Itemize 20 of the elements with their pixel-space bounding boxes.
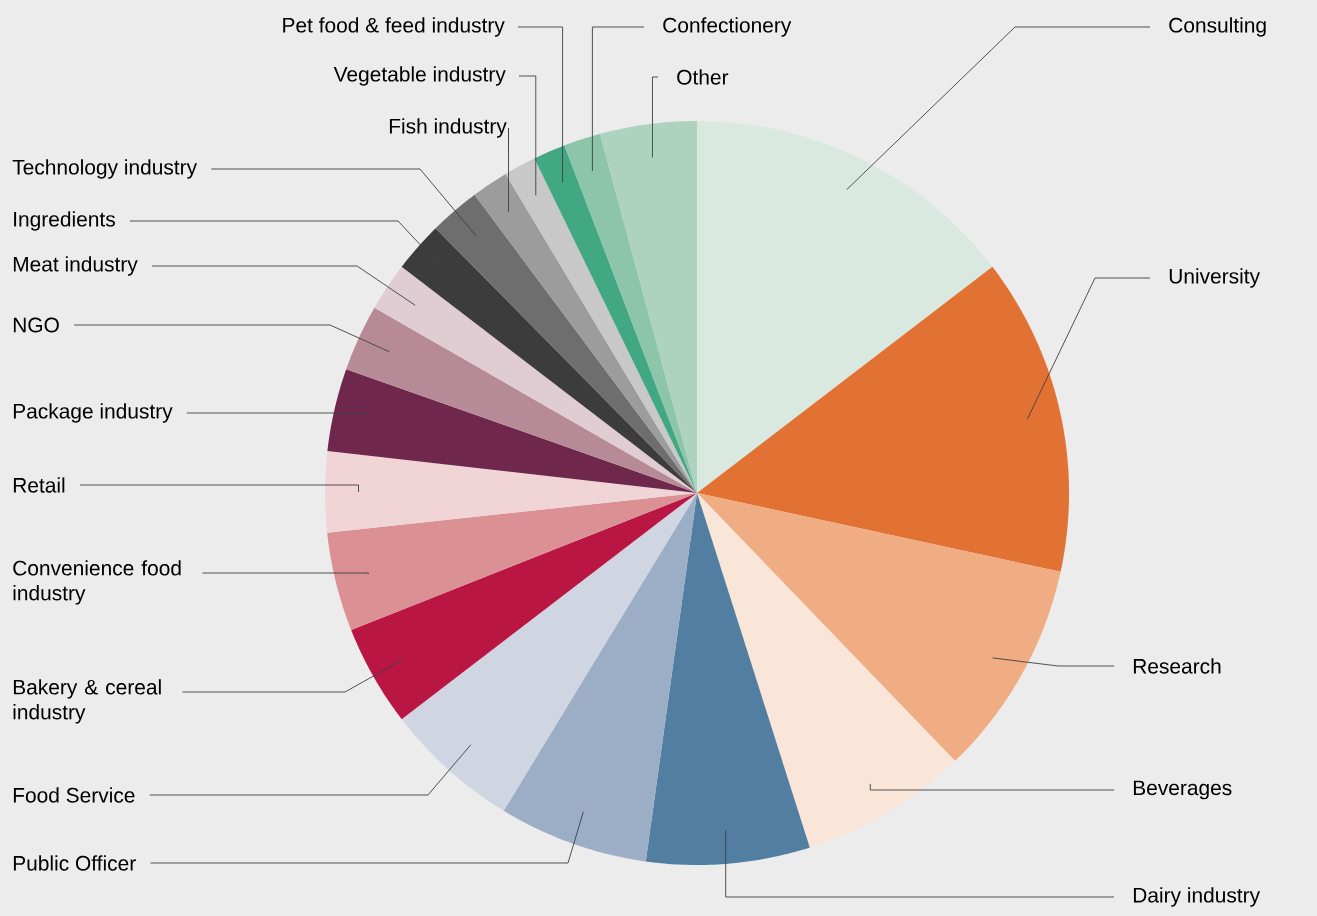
slice-label: Public Officer	[13, 855, 136, 871]
slice-label: Fish industry	[389, 118, 507, 138]
slice-label: Research	[1133, 658, 1221, 674]
slice-label: Vegetable industry	[333, 66, 506, 86]
slice-label: Food Service	[13, 787, 135, 803]
slice-label: NGO	[13, 317, 59, 333]
slice-label: Dairy industry	[1133, 887, 1261, 907]
slice-label: Ingredients	[14, 211, 115, 231]
slice-label: Retail	[13, 477, 65, 493]
slice-label: Beverages	[1133, 780, 1232, 800]
slice-label: University	[1169, 268, 1260, 288]
slice-label: Pet food & feed industry	[283, 17, 505, 37]
slice-label: Technology industry	[12, 159, 198, 179]
slice-label: Meat industry	[13, 256, 138, 276]
slice-label: Other	[677, 69, 729, 85]
slice-label: Consulting	[1169, 17, 1266, 37]
slice-label: Bakery & cereal industry	[13, 679, 161, 724]
slice-label: Package industry	[13, 403, 173, 423]
slice-label: Confectionery	[663, 17, 792, 37]
slice-label: Convenience food industry	[13, 560, 181, 605]
